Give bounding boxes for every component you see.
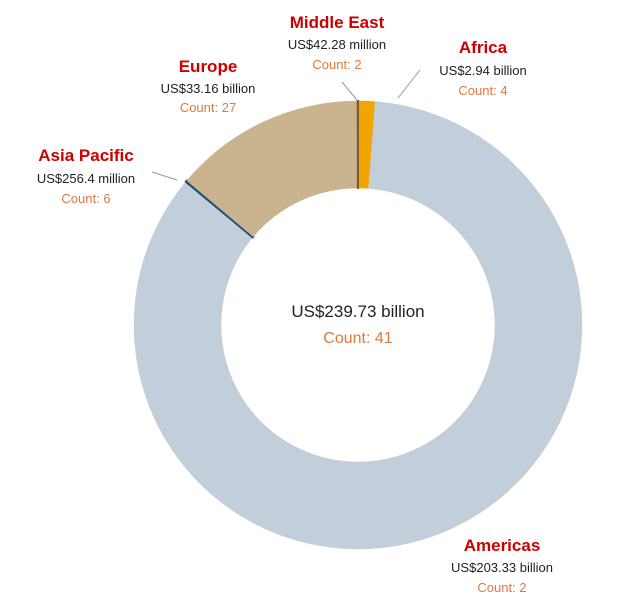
leader-lines bbox=[151, 69, 421, 181]
leader-line-middle-east bbox=[341, 81, 358, 101]
label-asia-pacific-name: Asia Pacific bbox=[38, 146, 133, 165]
label-africa-name: Africa bbox=[459, 38, 508, 57]
label-asia-pacific-value: US$256.4 million bbox=[37, 171, 135, 186]
leader-line-africa bbox=[397, 69, 421, 99]
label-africa-value: US$2.94 billion bbox=[439, 63, 526, 78]
label-asia-pacific-count: Count: 6 bbox=[61, 191, 110, 206]
label-middle-east-count: Count: 2 bbox=[312, 57, 361, 72]
center-total-label: US$239.73 billion bbox=[291, 302, 424, 321]
label-americas-value: US$203.33 billion bbox=[451, 560, 553, 575]
label-europe-name: Europe bbox=[179, 57, 238, 76]
label-europe-count: Count: 27 bbox=[180, 100, 236, 115]
label-africa-count: Count: 4 bbox=[458, 83, 507, 98]
label-middle-east-value: US$42.28 million bbox=[288, 37, 386, 52]
label-europe-value: US$33.16 billion bbox=[161, 81, 256, 96]
slice-americas bbox=[133, 101, 583, 550]
leader-line-asia-pacific bbox=[151, 171, 178, 181]
label-americas-count: Count: 2 bbox=[477, 580, 526, 595]
center-count-label: Count: 41 bbox=[323, 330, 392, 347]
donut-slices bbox=[133, 99, 583, 550]
label-americas-name: Americas bbox=[464, 536, 541, 555]
label-middle-east-name: Middle East bbox=[290, 13, 385, 32]
